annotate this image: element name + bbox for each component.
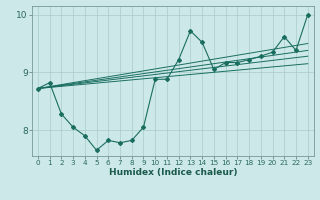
X-axis label: Humidex (Indice chaleur): Humidex (Indice chaleur) bbox=[108, 168, 237, 177]
